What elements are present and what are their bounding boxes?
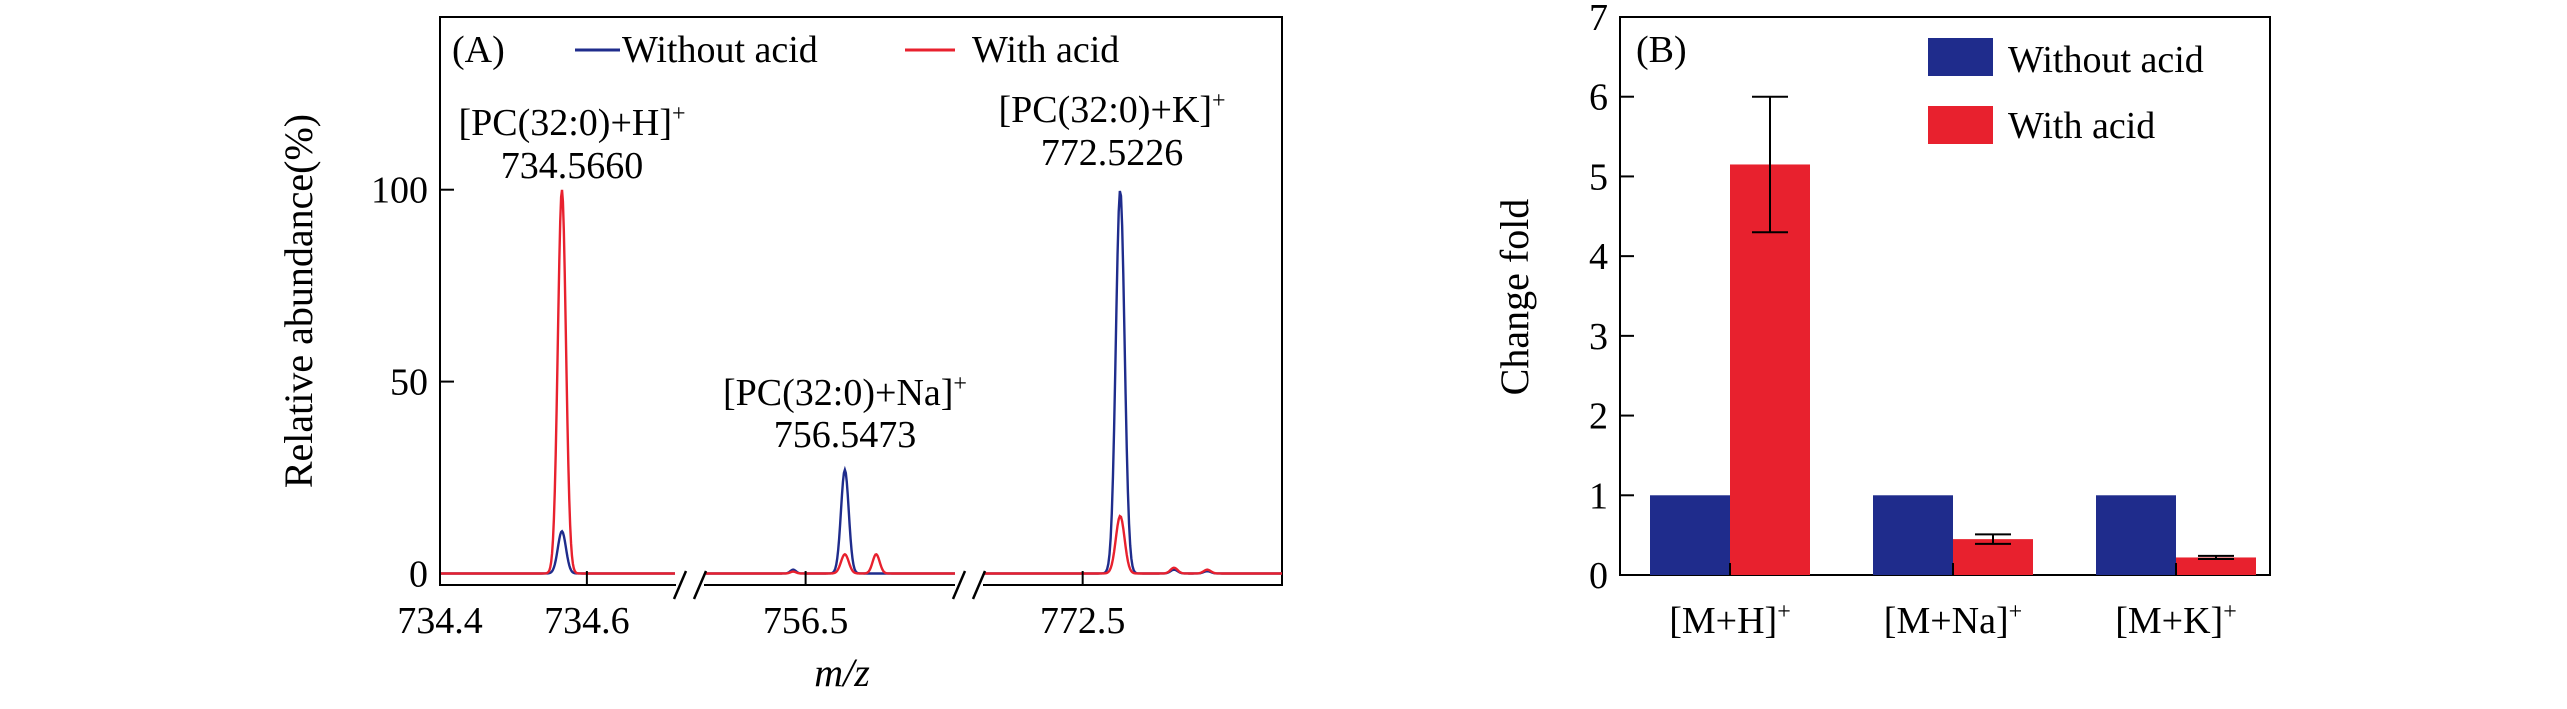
axis-break-mark xyxy=(971,570,987,600)
annotation-k-mz: 772.5226 xyxy=(1041,132,1184,174)
x-tick-label: [M+H]+ xyxy=(1669,599,1791,642)
axis-break-gap xyxy=(955,579,983,591)
x-tick-label: 772.5 xyxy=(1040,600,1126,642)
panel-a-y-ticks: 0 50 100 xyxy=(371,170,454,595)
y-tick-label: 0 xyxy=(409,553,428,595)
panel-b-bars xyxy=(1650,95,2256,575)
annotation-k-adduct: [PC(32:0)+K]+ xyxy=(998,88,1225,131)
spectrum-line-with-acid xyxy=(706,552,955,575)
y-tick-label: 100 xyxy=(371,170,428,212)
panel-a-frame xyxy=(439,16,1283,586)
axis-break-mark xyxy=(672,570,688,600)
panel-b-x-ticks: [M+H]+ [M+Na]+ [M+K]+ xyxy=(1669,563,2237,642)
spectrum-line-without-acid xyxy=(706,465,955,575)
panel-a-axis-breaks xyxy=(672,570,987,600)
annotation-h-mz: 734.5660 xyxy=(501,145,644,187)
legend-label-without-acid-b: Without acid xyxy=(2008,39,2204,81)
panel-a-y-axis-label: Relative abundance(%) xyxy=(276,114,321,488)
panel-a-spectrum: (A) Without acid With acid 0 50 100 Relati… xyxy=(276,16,1283,695)
x-tick-label: [M+Na]+ xyxy=(1884,599,2022,642)
panel-b-bar-chart: (B) Without acid With acid 0 1 2 3 4 5 6 7 Chan… xyxy=(1492,0,2271,642)
x-tick-label: [M+K]+ xyxy=(2115,599,2237,642)
panel-a-x-axis-label: m/z xyxy=(814,650,870,695)
bar-with-acid xyxy=(1953,539,2033,575)
x-tick-label: 756.5 xyxy=(763,600,849,642)
panel-b-label: (B) xyxy=(1636,29,1687,71)
annotation-h-adduct: [PC(32:0)+H]+ xyxy=(458,101,685,144)
spectrum-line-with-acid xyxy=(983,514,1282,575)
axis-break-gap xyxy=(676,579,704,591)
legend-swatch-without-acid-b xyxy=(1928,38,1993,76)
y-tick-label: 7 xyxy=(1589,0,1608,39)
y-tick-label: 5 xyxy=(1589,156,1608,198)
panel-a-label: (A) xyxy=(452,29,505,71)
panel-b-y-ticks: 0 1 2 3 4 5 6 7 xyxy=(1589,0,1634,597)
bar-with-acid xyxy=(2176,557,2256,575)
legend-label-with-acid: With acid xyxy=(972,29,1119,71)
x-tick-label: 734.4 xyxy=(397,600,483,642)
y-tick-label: 50 xyxy=(390,362,428,404)
spectrum-line-with-acid xyxy=(440,189,675,575)
spectrum-line-without-acid xyxy=(440,529,675,575)
annotation-na-mz: 756.5473 xyxy=(774,414,917,456)
axis-break-mark xyxy=(692,570,708,600)
panel-a-spectra xyxy=(440,189,1282,575)
y-tick-label: 6 xyxy=(1589,77,1608,119)
y-tick-label: 3 xyxy=(1589,316,1608,358)
legend-swatch-with-acid-b xyxy=(1928,106,1993,144)
panel-b-frame xyxy=(1619,16,2271,576)
spectrum-line-without-acid xyxy=(983,190,1282,575)
y-tick-label: 1 xyxy=(1589,475,1608,517)
y-tick-label: 0 xyxy=(1589,555,1608,597)
legend-label-with-acid-b: With acid xyxy=(2008,105,2155,147)
bar-without-acid xyxy=(1873,495,1953,575)
annotation-na-adduct: [PC(32:0)+Na]+ xyxy=(723,371,967,414)
x-tick-label: 734.6 xyxy=(544,600,630,642)
bar-without-acid xyxy=(1650,495,1730,575)
panel-a-x-ticks: 734.4 734.6 756.5 772.5 xyxy=(397,571,1125,642)
y-tick-label: 2 xyxy=(1589,396,1608,438)
y-tick-label: 4 xyxy=(1589,236,1608,278)
legend-label-without-acid: Without acid xyxy=(622,29,818,71)
axis-break-mark xyxy=(951,570,967,600)
bar-without-acid xyxy=(2096,495,2176,575)
panel-b-y-axis-label: Change fold xyxy=(1492,199,1537,396)
